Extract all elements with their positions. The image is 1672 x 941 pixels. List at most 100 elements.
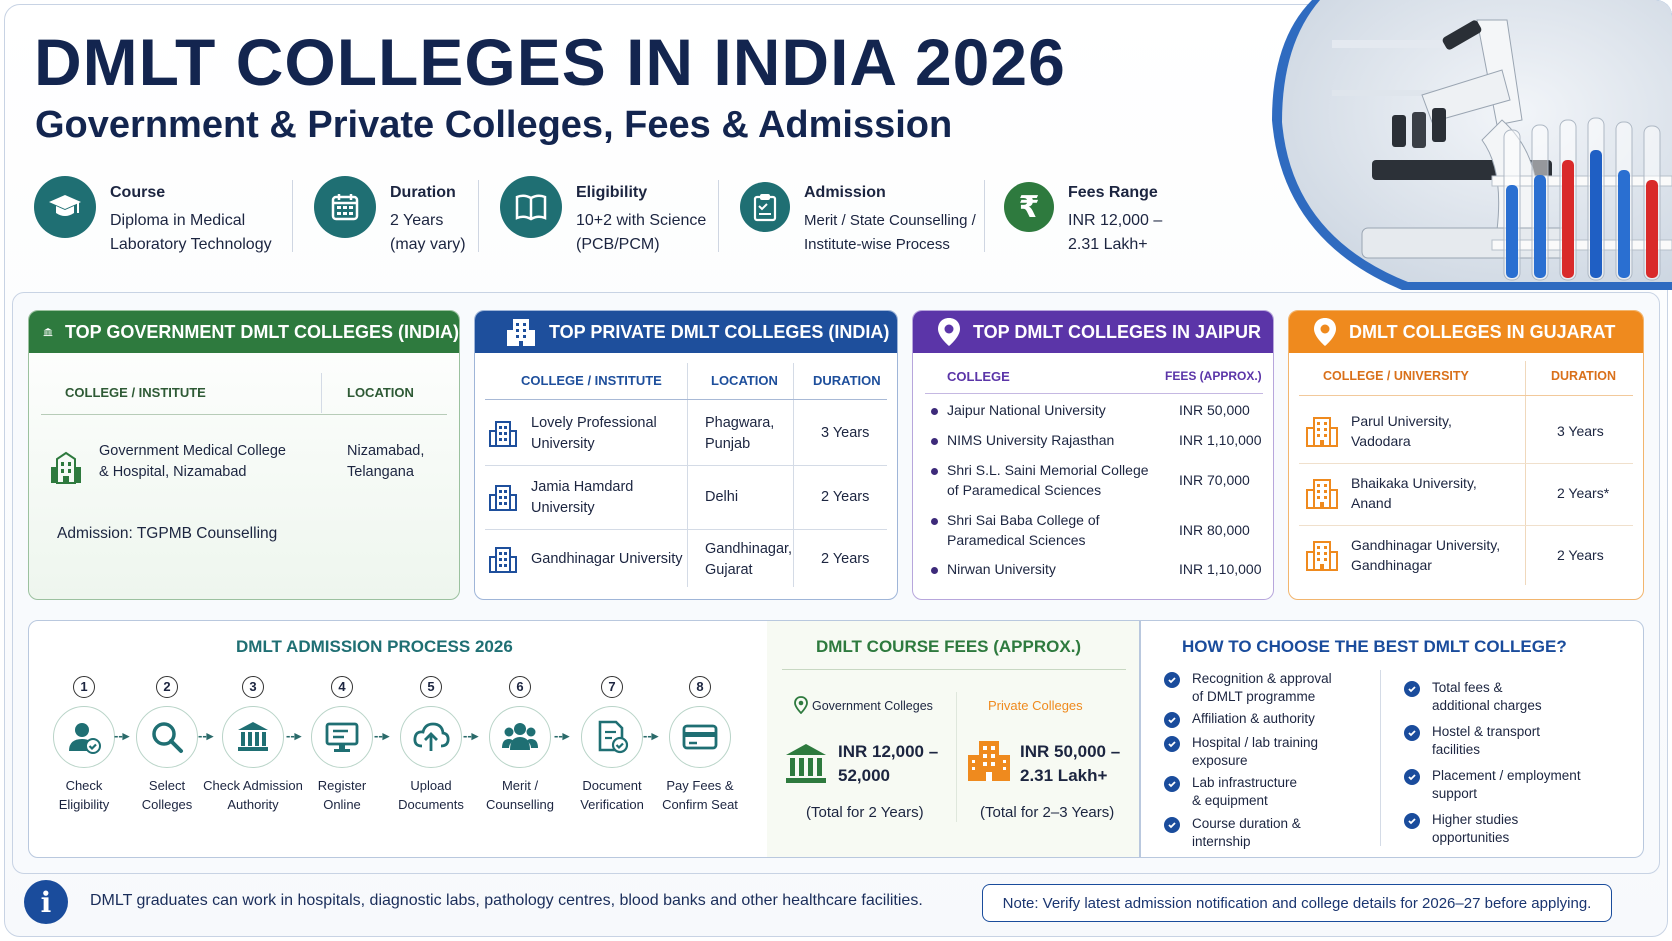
college-name-line2: Anand	[1351, 495, 1392, 511]
fee-value: INR 1,10,000	[1179, 561, 1262, 577]
building-icon	[1306, 417, 1338, 447]
institution-icon	[43, 327, 53, 337]
college-name-line1: Nirwan University	[947, 561, 1056, 577]
page-title: DMLT COLLEGES IN INDIA 2026	[34, 25, 1066, 99]
building-icon	[1306, 541, 1338, 571]
criteria-item: Higher studies opportunities	[1404, 811, 1518, 847]
footer-note-box: Note: Verify latest admission notificati…	[982, 884, 1612, 922]
location-line1: Phagwara,	[705, 415, 775, 431]
college-name-line2: Vadodara	[1351, 433, 1411, 449]
divider	[41, 414, 447, 415]
calendar-icon	[314, 176, 376, 238]
choose-title: HOW TO CHOOSE THE BEST DMLT COLLEGE?	[1182, 637, 1567, 656]
building-icon	[507, 319, 535, 346]
column-header: COLLEGE / INSTITUTE	[65, 385, 206, 400]
process-step: 4 Register Online	[292, 676, 392, 814]
footer-info-text: DMLT graduates can work in hospitals, di…	[90, 892, 923, 909]
institution-icon	[786, 744, 826, 783]
private-card-header: TOP PRIVATE DMLT COLLEGES (INDIA)	[475, 311, 897, 353]
duration-value: 3 Years	[1557, 423, 1604, 439]
stat-label: Eligibility	[576, 184, 648, 201]
college-name-line1: Lovely Professional	[531, 415, 657, 431]
stat-label: Duration	[390, 184, 456, 201]
location-line1: Delhi	[705, 489, 739, 505]
college-name-line1: Bhaikaka University,	[1351, 475, 1477, 491]
criteria-item: Hospital / lab training exposure	[1164, 734, 1318, 770]
criteria-line1: Hostel & transport	[1432, 724, 1541, 739]
gujarat-card-header: DMLT COLLEGES IN GUJARAT	[1289, 311, 1643, 353]
bullet-icon	[931, 438, 938, 445]
info-icon: i	[24, 880, 68, 924]
arrow-right-icon: ‑‑▸	[286, 728, 302, 743]
criteria-line1: Course duration &	[1192, 816, 1301, 831]
building-icon	[489, 421, 517, 447]
gujarat-colleges-card: DMLT COLLEGES IN GUJARAT COLLEGE / UNIVE…	[1288, 310, 1644, 600]
column-header: LOCATION	[347, 385, 414, 400]
check-circle-icon	[1164, 672, 1180, 688]
divider	[1299, 525, 1633, 526]
divider	[485, 529, 887, 530]
criteria-line1: Affiliation & authority	[1192, 711, 1315, 726]
criteria-line1: Placement / employment	[1432, 768, 1581, 783]
criteria-item: Hostel & transport facilities	[1404, 723, 1540, 759]
process-step: 8 Pay Fees & Confirm Seat	[650, 676, 750, 814]
college-name-line2: Gandhinagar	[1351, 557, 1432, 573]
check-circle-icon	[1164, 736, 1180, 752]
arrow-right-icon: ‑‑▸	[554, 728, 570, 743]
check-circle-icon	[1164, 817, 1180, 833]
stat-label: Admission	[804, 184, 886, 201]
process-step: 2 Select Colleges	[117, 676, 217, 814]
arrow-right-icon: ‑‑▸	[198, 728, 214, 743]
fee-value: INR 80,000	[1179, 522, 1250, 538]
college-name-line2: Paramedical Sciences	[947, 532, 1086, 548]
fee-value: INR 70,000	[1179, 472, 1250, 488]
criteria-line2: internship	[1192, 834, 1251, 849]
location-line1: Gandhinagar,	[705, 541, 793, 557]
step-number: 6	[509, 676, 531, 698]
divider	[1299, 395, 1633, 396]
criteria-line2: exposure	[1192, 753, 1248, 768]
stat-value-line2: (PCB/PCM)	[576, 236, 660, 253]
location-pin-icon	[794, 696, 808, 714]
divider	[292, 180, 293, 252]
step-label-line2: Online	[323, 797, 361, 812]
private-card-title: TOP PRIVATE DMLT COLLEGES (INDIA)	[549, 321, 890, 342]
process-step: 1 Check Eligibility	[34, 676, 134, 814]
college-name-line2: of Paramedical Sciences	[947, 482, 1102, 498]
clipboard-icon	[740, 182, 790, 232]
college-name-line1: Parul University,	[1351, 413, 1452, 429]
step-label-line1: Select	[148, 778, 186, 793]
criteria-item: Affiliation & authority	[1164, 710, 1315, 728]
step-number: 4	[331, 676, 353, 698]
step-number: 8	[689, 676, 711, 698]
step-label-line2: Colleges	[141, 797, 193, 812]
user-check-icon	[53, 706, 115, 768]
jaipur-card-header: TOP DMLT COLLEGES IN JAIPUR	[913, 311, 1273, 353]
step-number: 3	[242, 676, 264, 698]
stat-fees-range: ₹ Fees Range INR 12,000 – 2.31 Lakh+	[1004, 176, 1162, 257]
location-line2: Telangana	[347, 464, 414, 480]
private-fees-note: (Total for 2–3 Years)	[980, 804, 1115, 821]
criteria-line1: Higher studies	[1432, 812, 1519, 827]
criteria-line2: of DMLT programme	[1192, 689, 1316, 704]
divider	[956, 692, 957, 822]
criteria-item: Course duration & internship	[1164, 815, 1301, 851]
book-icon	[500, 176, 562, 238]
rupee-icon: ₹	[1004, 182, 1054, 232]
gov-colleges-card: TOP GOVERNMENT DMLT COLLEGES (INDIA) COL…	[28, 310, 460, 600]
step-number: 1	[73, 676, 95, 698]
process-step: 6 Merit / Counselling	[470, 676, 570, 814]
step-label-line2: Documents	[398, 797, 464, 812]
column-header: FEES (APPROX.)	[1165, 369, 1262, 383]
footer-note-text: Note: Verify latest admission notificati…	[1002, 894, 1592, 912]
search-icon	[136, 706, 198, 768]
location-line2: Punjab	[705, 436, 751, 452]
stat-duration: Duration 2 Years (may vary)	[314, 176, 466, 257]
fee-value: INR 50,000	[1179, 402, 1250, 418]
college-name-line1: NIMS University Rajasthan	[947, 432, 1115, 448]
step-label-line2: Authority	[227, 797, 279, 812]
stat-value-line1: INR 12,000 –	[1068, 212, 1163, 229]
criteria-line1: Recognition & approval	[1192, 671, 1332, 686]
divider	[478, 180, 479, 252]
criteria-line2: support	[1432, 786, 1478, 801]
